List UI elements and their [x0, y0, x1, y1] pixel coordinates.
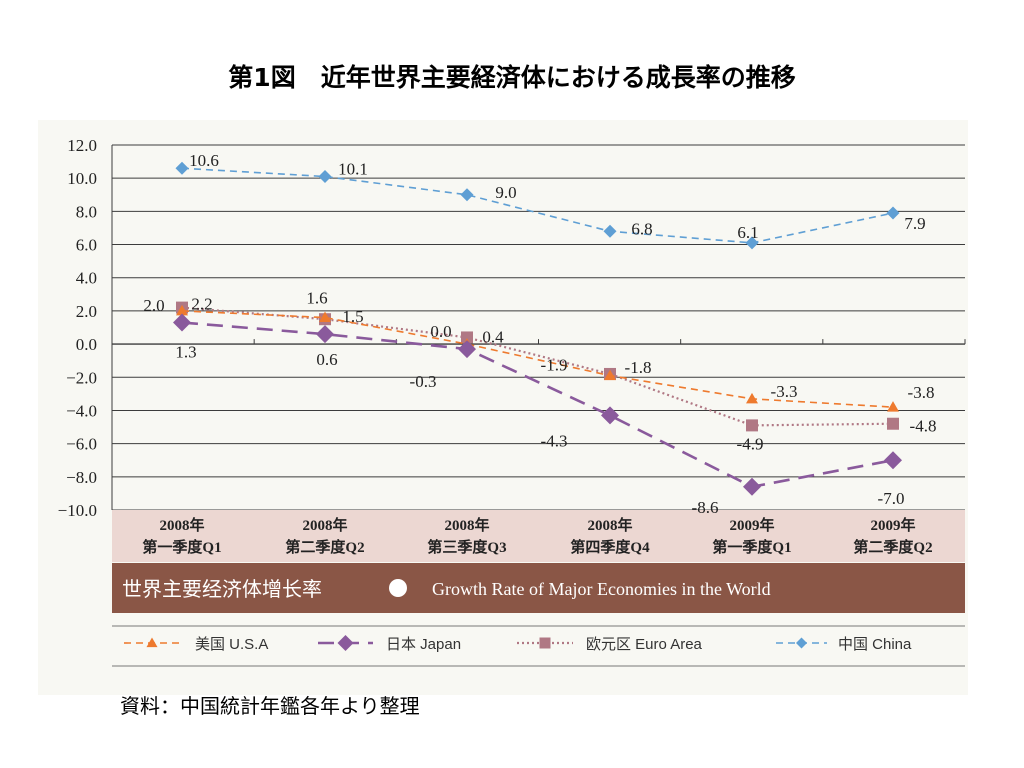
- data-label-japan: -4.3: [541, 431, 568, 450]
- data-label-euro: 2.2: [191, 295, 212, 314]
- data-label-china: 9.0: [495, 183, 516, 202]
- category-year-label: 2008年: [159, 516, 204, 534]
- data-label-japan: 0.6: [316, 350, 337, 369]
- data-point-usa: [176, 304, 188, 316]
- data-point-china: [745, 236, 759, 250]
- category-band: [112, 510, 965, 562]
- data-label-usa: -3.3: [771, 382, 798, 401]
- data-point-china: [603, 224, 617, 238]
- data-label-euro: -1.8: [625, 358, 652, 377]
- data-point-usa: [746, 392, 758, 404]
- category-year-label: 2008年: [302, 516, 347, 534]
- data-point-usa: [604, 369, 616, 381]
- banner-title-cn: 世界主要经济体增长率: [122, 578, 322, 601]
- category-year-label: 2009年: [870, 516, 915, 534]
- data-label-usa: 1.6: [306, 289, 327, 308]
- data-point-euro: [461, 331, 473, 344]
- y-tick-label: 0.0: [76, 335, 97, 354]
- legend-label-china: 中国 China: [838, 636, 912, 653]
- data-label-japan: -8.6: [692, 498, 719, 517]
- chart-banner: [112, 563, 965, 613]
- legend-marker-euro: [539, 637, 551, 649]
- y-tick-label: −10.0: [58, 501, 97, 520]
- slide-title: 第1図 近年世界主要経済体における成長率の推移: [228, 63, 796, 92]
- data-label-china: 6.1: [737, 223, 758, 242]
- y-tick-label: −6.0: [66, 435, 97, 454]
- data-point-japan: [601, 406, 619, 425]
- data-point-china: [886, 206, 900, 220]
- category-year-label: 2008年: [444, 516, 489, 534]
- data-point-japan: [884, 451, 902, 470]
- category-quarter-label: 第二季度Q2: [285, 538, 364, 556]
- series-line-china: [181, 167, 894, 244]
- data-point-usa: [887, 401, 899, 412]
- data-label-euro: 1.5: [342, 307, 363, 326]
- category-year-label: 2009年: [729, 516, 774, 534]
- data-label-japan: -0.3: [410, 372, 437, 391]
- data-label-china: 10.6: [189, 151, 219, 170]
- data-label-japan: -7.0: [878, 489, 905, 508]
- y-tick-label: 6.0: [76, 236, 97, 255]
- data-label-usa: -3.8: [908, 383, 935, 402]
- data-point-china: [175, 161, 189, 175]
- data-label-japan: 1.3: [175, 343, 196, 362]
- data-label-euro: -4.9: [737, 434, 764, 453]
- data-label-china: 10.1: [338, 160, 368, 179]
- series-line-japan: [181, 321, 894, 489]
- y-tick-label: 10.0: [67, 169, 97, 188]
- legend-label-euro: 欧元区 Euro Area: [586, 636, 703, 653]
- category-quarter-label: 第三季度Q3: [427, 538, 506, 556]
- data-label-euro: 0.4: [482, 327, 504, 346]
- data-label-usa: 2.0: [143, 296, 164, 315]
- data-point-japan: [458, 340, 476, 359]
- data-point-china: [460, 188, 474, 202]
- data-point-japan: [173, 313, 191, 332]
- data-point-usa: [319, 311, 331, 323]
- banner-dot: [389, 579, 407, 597]
- banner-title-en: Growth Rate of Major Economies in the Wo…: [432, 579, 771, 599]
- data-point-japan: [316, 325, 334, 344]
- legend-marker-usa: [146, 637, 158, 648]
- legend-marker-japan: [337, 635, 354, 651]
- y-tick-label: 12.0: [67, 136, 97, 155]
- category-year-label: 2008年: [587, 516, 632, 534]
- data-point-china: [318, 170, 332, 184]
- category-quarter-label: 第一季度Q1: [712, 538, 791, 556]
- y-tick-label: −2.0: [66, 368, 97, 387]
- series-line-usa: [181, 310, 894, 408]
- data-label-china: 7.9: [904, 214, 925, 233]
- category-quarter-label: 第一季度Q1: [142, 538, 221, 556]
- data-label-usa: -1.9: [541, 356, 568, 375]
- data-point-euro: [887, 417, 899, 430]
- y-tick-label: 8.0: [76, 202, 97, 221]
- legend-marker-china: [796, 637, 807, 649]
- data-label-china: 6.8: [631, 219, 652, 238]
- data-point-japan: [743, 477, 761, 496]
- series-line-euro: [181, 306, 894, 427]
- data-label-usa: 0.0: [430, 322, 451, 341]
- category-quarter-label: 第二季度Q2: [853, 538, 932, 556]
- data-point-euro: [746, 419, 758, 432]
- source-note: 資料：中国統計年鑑各年より整理: [120, 694, 420, 718]
- legend-label-japan: 日本 Japan: [386, 636, 461, 653]
- y-tick-label: −8.0: [66, 468, 97, 487]
- data-label-euro: -4.8: [910, 417, 937, 436]
- y-tick-label: 4.0: [76, 269, 97, 288]
- y-tick-label: 2.0: [76, 302, 97, 321]
- legend-label-usa: 美国 U.S.A: [195, 636, 268, 653]
- y-tick-label: −4.0: [66, 401, 97, 420]
- category-quarter-label: 第四季度Q4: [570, 538, 650, 556]
